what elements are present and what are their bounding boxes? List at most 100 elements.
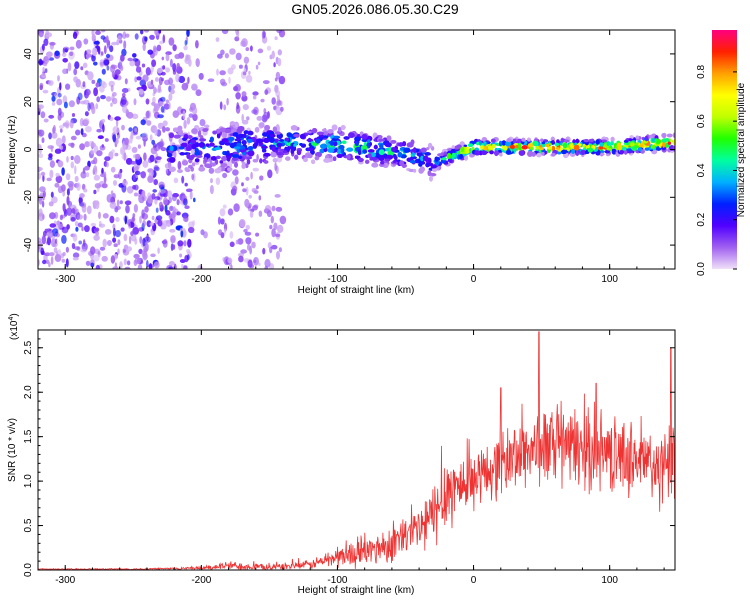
spectrogram-cell [661,138,668,143]
spectrogram-cell [250,45,253,52]
spectrogram-cell [141,132,148,140]
spectrogram-cell [562,142,568,149]
spectrogram-cell [451,152,456,158]
spectrogram-cell [95,103,99,110]
colorbar-tick-label: 0.8 [696,64,707,78]
spectrogram-cell [199,138,207,142]
spectrogram-cell [219,101,223,110]
spectrogram-cell [57,107,62,116]
spectrogram-cell [226,156,231,162]
spectrogram-cell [183,240,187,247]
spectrogram-cell [258,195,262,201]
spectrogram-cell [69,46,75,51]
spectrogram-cell [120,54,125,62]
spectrogram-cell [86,89,90,98]
spectrogram-cell [83,213,87,221]
spectrogram-cell [109,45,114,53]
spectrogram-cell [403,147,411,153]
spectrogram-cell [242,188,247,193]
spectrogram-cell [205,143,210,147]
spectrogram-cell [95,82,100,88]
spectrogram-cell [672,145,675,152]
spectrogram-cell [62,68,68,75]
spectrogram-cell [215,177,221,185]
spectrogram-cell [371,162,379,168]
spectrogram-cell [61,167,65,176]
spectrogram-cell [243,228,248,233]
spectrogram-cell [119,200,123,205]
snr-y-tick-label: 0.0 [23,563,34,577]
spectrogram-cell [226,167,233,172]
spectrogram-cell [179,152,185,156]
spectrogram-cell [48,153,53,159]
spectrogram-cell [184,167,189,172]
spectrogram-cell [138,88,144,95]
spectrogram-cell [128,235,132,245]
spectrogram-cell [54,238,58,244]
spectrogram-cell [413,147,417,154]
spectrogram-cell [138,248,143,255]
spectrogram-cell [92,47,98,57]
spectrogram-cell [273,62,276,68]
spectrogram-cell [209,142,215,147]
spectrogram-cell [241,38,248,48]
spectrogram-cell [195,155,203,158]
spectrogram-cell [214,147,222,150]
spectrogram-cell [215,37,220,42]
spectrogram-cell [38,58,43,66]
spectrogram-cell [521,137,526,142]
spectrogram-cell [79,100,86,105]
spectrogram-cell [144,36,148,42]
spectrogram-cell [43,118,49,123]
spectrogram-cell [600,150,605,154]
spectrogram-cell [135,135,142,140]
snr-x-tick-label: -300 [55,575,75,586]
spectrogram-cell [106,65,110,71]
spectrogram-cell [75,226,79,232]
spectrogram-cell [70,142,75,149]
spectrogram-cell [434,156,439,162]
spectrogram-cell [521,145,528,150]
spectrogram-cell [91,105,96,115]
spectrogram-cell [181,82,189,91]
spectrogram-cell [59,82,62,91]
spectrogram-cell [61,234,67,244]
spectrogram-cell [172,44,177,52]
spectrogram-cell [51,196,58,204]
spectrogram-cell [245,74,253,83]
spectrogram-cell [285,156,291,161]
spectrogram-cell [276,142,283,148]
spectrogram-cell [252,167,259,172]
spectrogram-cell [130,231,134,236]
spectrogram-cell [243,133,247,139]
spectrogram-cell [274,138,279,144]
spectrogram-cell [123,233,128,242]
spectrogram-cell [83,188,88,193]
spectrogram-cell [221,138,229,143]
spectrogram-cell [178,52,185,59]
spectrogram-cell [498,140,503,147]
spectrogram-cells [38,30,675,269]
spectrogram-cell [102,213,109,219]
spectrogram-cell [263,138,270,143]
spectrogram-cell [571,148,575,155]
spectrogram-cell [165,210,171,216]
spectrogram-cell [160,96,166,102]
spectrogram-cell [219,70,226,76]
snr-frame [37,329,676,571]
spectrogram-cell [151,193,156,200]
spectrogram-cell [80,128,84,136]
spectrogram-cell [234,176,239,185]
spectrogram-cell [323,158,331,163]
spectrogram-cell [278,135,282,140]
spectrogram-cell [59,161,64,167]
spectrogram-cell [489,150,494,155]
spectrogram-cell [42,214,45,220]
spectrogram-cell [162,65,166,70]
colorbar: 0.0 0.2 0.4 0.6 0.8 Normalized spectral ampl… [696,30,747,276]
spectrogram-cell [541,151,545,156]
spectrogram-cell [623,140,629,143]
spectrogram-cell [233,203,240,213]
spectrogram-cell [246,156,253,160]
